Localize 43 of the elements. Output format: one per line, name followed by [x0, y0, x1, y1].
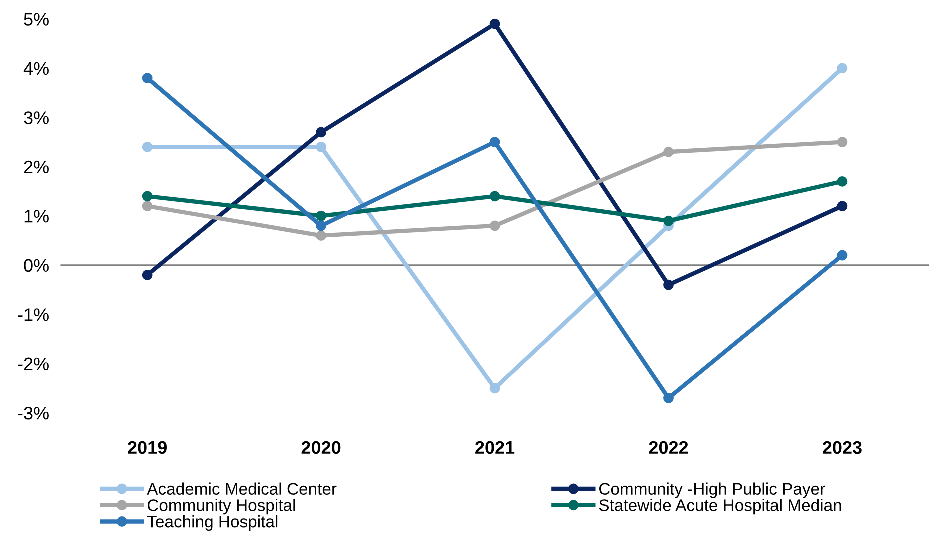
legend-label: Teaching Hospital	[147, 516, 278, 532]
point	[316, 127, 327, 138]
x-tick-label: 2021	[476, 441, 515, 454]
point	[664, 146, 674, 158]
y-tick-label: -3%	[18, 407, 49, 420]
y-tick-label: 3%	[24, 112, 49, 124]
y-tick-label: 4%	[24, 62, 49, 76]
x-tick-label: 2023	[823, 441, 862, 454]
point	[837, 250, 848, 261]
point	[837, 137, 848, 148]
y-tick-label: 1%	[24, 210, 49, 223]
y-tick-label: -2%	[18, 358, 49, 370]
point	[837, 176, 848, 187]
point	[490, 137, 500, 148]
point	[837, 63, 848, 74]
legend-label: Statewide Acute Hospital Median	[599, 499, 842, 515]
point	[490, 383, 500, 394]
point	[142, 270, 153, 280]
y-tick-label: 5%	[24, 13, 49, 26]
legend-label: Community -High Public Payer	[600, 482, 826, 498]
y-tick-label: 0%	[24, 259, 49, 272]
point	[142, 73, 153, 84]
y-tick-label: 2%	[24, 160, 49, 174]
point	[142, 191, 153, 202]
point	[316, 210, 327, 222]
legend-label: Academic Medical Center	[147, 482, 337, 496]
x-tick-label: 2022	[649, 441, 688, 454]
point	[142, 142, 153, 152]
point	[490, 18, 500, 30]
point	[837, 201, 848, 212]
y-tick-label: -1%	[18, 308, 49, 322]
point	[490, 220, 500, 232]
x-tick-label: 2019	[128, 441, 167, 454]
point	[664, 280, 674, 290]
point	[316, 230, 327, 242]
point	[316, 220, 327, 232]
point	[316, 142, 327, 152]
point	[664, 216, 674, 226]
point	[490, 191, 500, 202]
point	[664, 393, 674, 404]
legend-label: Community Hospital	[148, 499, 296, 515]
x-tick-label: 2020	[302, 441, 341, 454]
point	[142, 201, 153, 212]
